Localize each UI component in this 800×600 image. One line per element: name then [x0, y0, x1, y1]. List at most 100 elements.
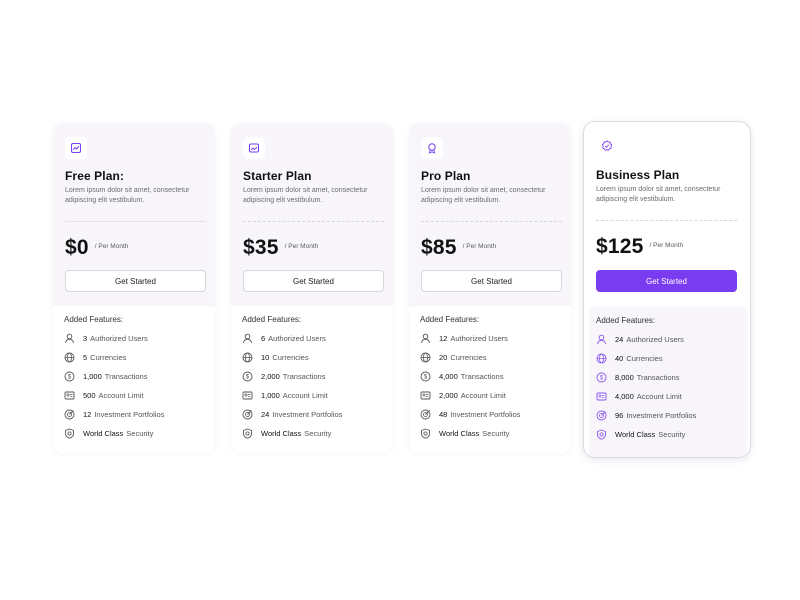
- feature-item: World Class Security: [242, 428, 331, 439]
- feature-label: Currencies: [450, 353, 487, 362]
- feature-value: 96: [615, 411, 624, 420]
- feature-value: 6: [261, 334, 266, 343]
- feature-label: Account Limit: [98, 391, 144, 400]
- feature-item: $ 8,000 Transactions: [596, 372, 679, 383]
- feature-item: $ 4,000 Transactions: [420, 371, 503, 382]
- verified-badge-icon: [596, 135, 618, 157]
- features-title: Added Features:: [420, 315, 480, 324]
- feature-label: Transactions: [282, 372, 326, 381]
- price-row: $125 / Per Month: [596, 235, 683, 259]
- feature-label: Account Limit: [282, 391, 328, 400]
- shield-icon: [64, 428, 75, 439]
- get-started-button[interactable]: Get Started: [243, 270, 384, 292]
- feature-item: 12 Investment Portfolios: [64, 409, 164, 420]
- feature-item: 5 Currencies: [64, 352, 126, 363]
- price-period: / Per Month: [649, 242, 684, 249]
- svg-text:$: $: [600, 376, 604, 382]
- id-card-icon: [420, 390, 431, 401]
- feature-item: World Class Security: [64, 428, 153, 439]
- shield-icon: [596, 429, 607, 440]
- user-icon: [64, 333, 75, 344]
- features-title: Added Features:: [242, 315, 302, 324]
- feature-value: 12: [439, 334, 448, 343]
- get-started-button[interactable]: Get Started: [596, 270, 737, 292]
- feature-item: 1,000 Account Limit: [242, 390, 328, 401]
- plan-card-pro: Pro Plan Lorem ipsum dolor sit amet, con…: [409, 123, 571, 453]
- shield-icon: [242, 428, 253, 439]
- get-started-button[interactable]: Get Started: [65, 270, 206, 292]
- id-card-icon: [596, 391, 607, 402]
- feature-label: Account Limit: [636, 392, 682, 401]
- id-card-icon: [242, 390, 253, 401]
- feature-label: Security: [126, 429, 154, 438]
- plan-price: $85: [421, 236, 457, 259]
- feature-value: World Class: [261, 429, 302, 438]
- target-icon: [242, 409, 253, 420]
- feature-value: 40: [615, 354, 624, 363]
- shield-icon: [420, 428, 431, 439]
- feature-value: 1,000: [83, 372, 102, 381]
- feature-label: Account Limit: [460, 391, 506, 400]
- feature-item: 40 Currencies: [596, 353, 663, 364]
- feature-value: 2,000: [261, 372, 280, 381]
- divider: [243, 221, 384, 222]
- feature-value: 24: [261, 410, 270, 419]
- image-icon: [243, 137, 265, 159]
- feature-value: 8,000: [615, 373, 634, 382]
- price-row: $35 / Per Month: [243, 236, 318, 260]
- feature-label: Security: [658, 430, 686, 439]
- user-icon: [242, 333, 253, 344]
- get-started-button[interactable]: Get Started: [421, 270, 562, 292]
- feature-label: Transactions: [460, 372, 504, 381]
- price-period: / Per Month: [462, 243, 497, 250]
- award-icon: [421, 137, 443, 159]
- divider: [596, 220, 737, 221]
- price-period: / Per Month: [284, 243, 319, 250]
- feature-item: $ 1,000 Transactions: [64, 371, 147, 382]
- user-icon: [420, 333, 431, 344]
- dollar-coin-icon: $: [242, 371, 253, 382]
- feature-item: 12 Authorized Users: [420, 333, 508, 344]
- feature-label: Currencies: [626, 354, 663, 363]
- user-icon: [596, 334, 607, 345]
- feature-item: $ 2,000 Transactions: [242, 371, 325, 382]
- svg-text:$: $: [424, 375, 428, 381]
- plan-description: Lorem ipsum dolor sit amet, consectetur …: [596, 186, 721, 203]
- target-icon: [596, 410, 607, 421]
- feature-label: Currencies: [90, 353, 127, 362]
- feature-item: 500 Account Limit: [64, 390, 144, 401]
- feature-value: 20: [439, 353, 448, 362]
- plan-price: $0: [65, 236, 89, 259]
- feature-label: Currencies: [272, 353, 309, 362]
- globe-icon: [64, 352, 75, 363]
- price-row: $0 / Per Month: [65, 236, 128, 260]
- feature-item: 48 Investment Portfolios: [420, 409, 520, 420]
- feature-value: 1,000: [261, 391, 280, 400]
- plan-title: Business Plan: [596, 168, 680, 182]
- feature-value: World Class: [83, 429, 124, 438]
- features-section: Added Features: 12 Authorized Users 20 Cur…: [409, 306, 571, 453]
- divider: [421, 221, 562, 222]
- features-title: Added Features:: [64, 315, 124, 324]
- globe-icon: [242, 352, 253, 363]
- feature-label: Investment Portfolios: [450, 410, 521, 419]
- divider: [65, 221, 206, 222]
- feature-item: 2,000 Account Limit: [420, 390, 506, 401]
- feature-item: 3 Authorized Users: [64, 333, 148, 344]
- feature-item: 10 Currencies: [242, 352, 309, 363]
- feature-item: 96 Investment Portfolios: [596, 410, 696, 421]
- plan-title: Free Plan:: [65, 169, 125, 183]
- feature-label: Authorized Users: [450, 334, 508, 343]
- svg-text:$: $: [246, 375, 250, 381]
- feature-value: 3: [83, 334, 88, 343]
- feature-item: 24 Investment Portfolios: [242, 409, 342, 420]
- dollar-coin-icon: $: [64, 371, 75, 382]
- feature-value: 4,000: [439, 372, 458, 381]
- feature-label: Investment Portfolios: [272, 410, 343, 419]
- feature-value: World Class: [439, 429, 480, 438]
- plan-description: Lorem ipsum dolor sit amet, consectetur …: [421, 187, 546, 204]
- globe-icon: [420, 352, 431, 363]
- features-section: Added Features: 6 Authorized Users 10 Curr…: [231, 306, 393, 453]
- feature-value: 12: [83, 410, 92, 419]
